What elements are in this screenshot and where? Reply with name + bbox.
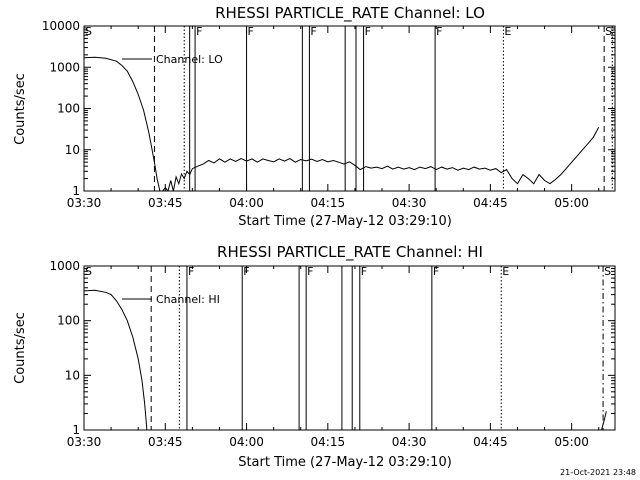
event-label: F (243, 265, 249, 278)
y-tick-label: 1000 (49, 60, 80, 74)
x-tick-label: 04:30 (392, 435, 427, 449)
plot-frame (83, 265, 616, 431)
plot-frame (83, 25, 616, 192)
panel-hi: RHESSI PARTICLE_RATE Channel: HI Counts/… (13, 243, 616, 470)
x-axis-label-lo: Start Time (27-May-12 03:29:10) (238, 214, 452, 229)
footer-timestamp: 21-Oct-2021 23:48 (560, 468, 636, 477)
event-label: F (365, 25, 371, 38)
x-tick-label: 04:30 (392, 196, 427, 210)
event-label: S (85, 25, 92, 38)
event-label: F (307, 265, 313, 278)
data-series-line (601, 411, 607, 430)
event-label: S (85, 265, 92, 278)
y-tick-label: 100 (57, 314, 80, 328)
y-tick-label: 10 (65, 368, 80, 382)
data-series-line (84, 56, 600, 191)
x-tick-label: 04:00 (229, 435, 264, 449)
x-tick-label: 04:15 (311, 435, 346, 449)
x-tick-label: 03:30 (67, 196, 102, 210)
x-axis-label-hi: Start Time (27-May-12 03:29:10) (238, 455, 452, 470)
y-axis-label-hi: Counts/sec (13, 312, 28, 384)
event-label: S (604, 265, 611, 278)
x-tick-label: 03:45 (148, 435, 183, 449)
chart-title-lo: RHESSI PARTICLE_RATE Channel: LO (215, 4, 485, 23)
chart-title-hi: RHESSI PARTICLE_RATE Channel: HI (217, 243, 483, 262)
x-tick-label: 04:15 (311, 196, 346, 210)
x-tick-label: 05:00 (554, 196, 589, 210)
event-label: F (436, 25, 442, 38)
y-tick-label: 1 (72, 423, 80, 437)
y-tick-label: 10 (65, 143, 80, 157)
y-tick-label: 100 (57, 102, 80, 116)
legend-label: Channel: HI (156, 293, 220, 306)
event-label: E (502, 265, 509, 278)
event-label: F (310, 25, 316, 38)
event-label: F (188, 265, 194, 278)
x-tick-label: 03:45 (148, 196, 183, 210)
x-tick-label: 04:00 (229, 196, 264, 210)
legend-label: Channel: LO (156, 53, 223, 66)
event-label: F (196, 25, 202, 38)
x-tick-label: 03:30 (67, 435, 102, 449)
data-series-line (84, 289, 148, 430)
event-label: E (504, 25, 511, 38)
event-label: F (361, 265, 367, 278)
event-label: F (433, 265, 439, 278)
x-tick-label: 05:00 (554, 435, 589, 449)
event-label: S (605, 25, 612, 38)
event-label: F (248, 25, 254, 38)
y-tick-label: 1000 (49, 259, 80, 273)
y-tick-label: 1 (72, 184, 80, 198)
y-axis-label-lo: Counts/sec (13, 73, 28, 145)
x-tick-label: 04:45 (473, 196, 508, 210)
y-tick-label: 10000 (42, 19, 80, 33)
x-tick-label: 04:45 (473, 435, 508, 449)
panel-lo: RHESSI PARTICLE_RATE Channel: LO Counts/… (13, 4, 616, 229)
